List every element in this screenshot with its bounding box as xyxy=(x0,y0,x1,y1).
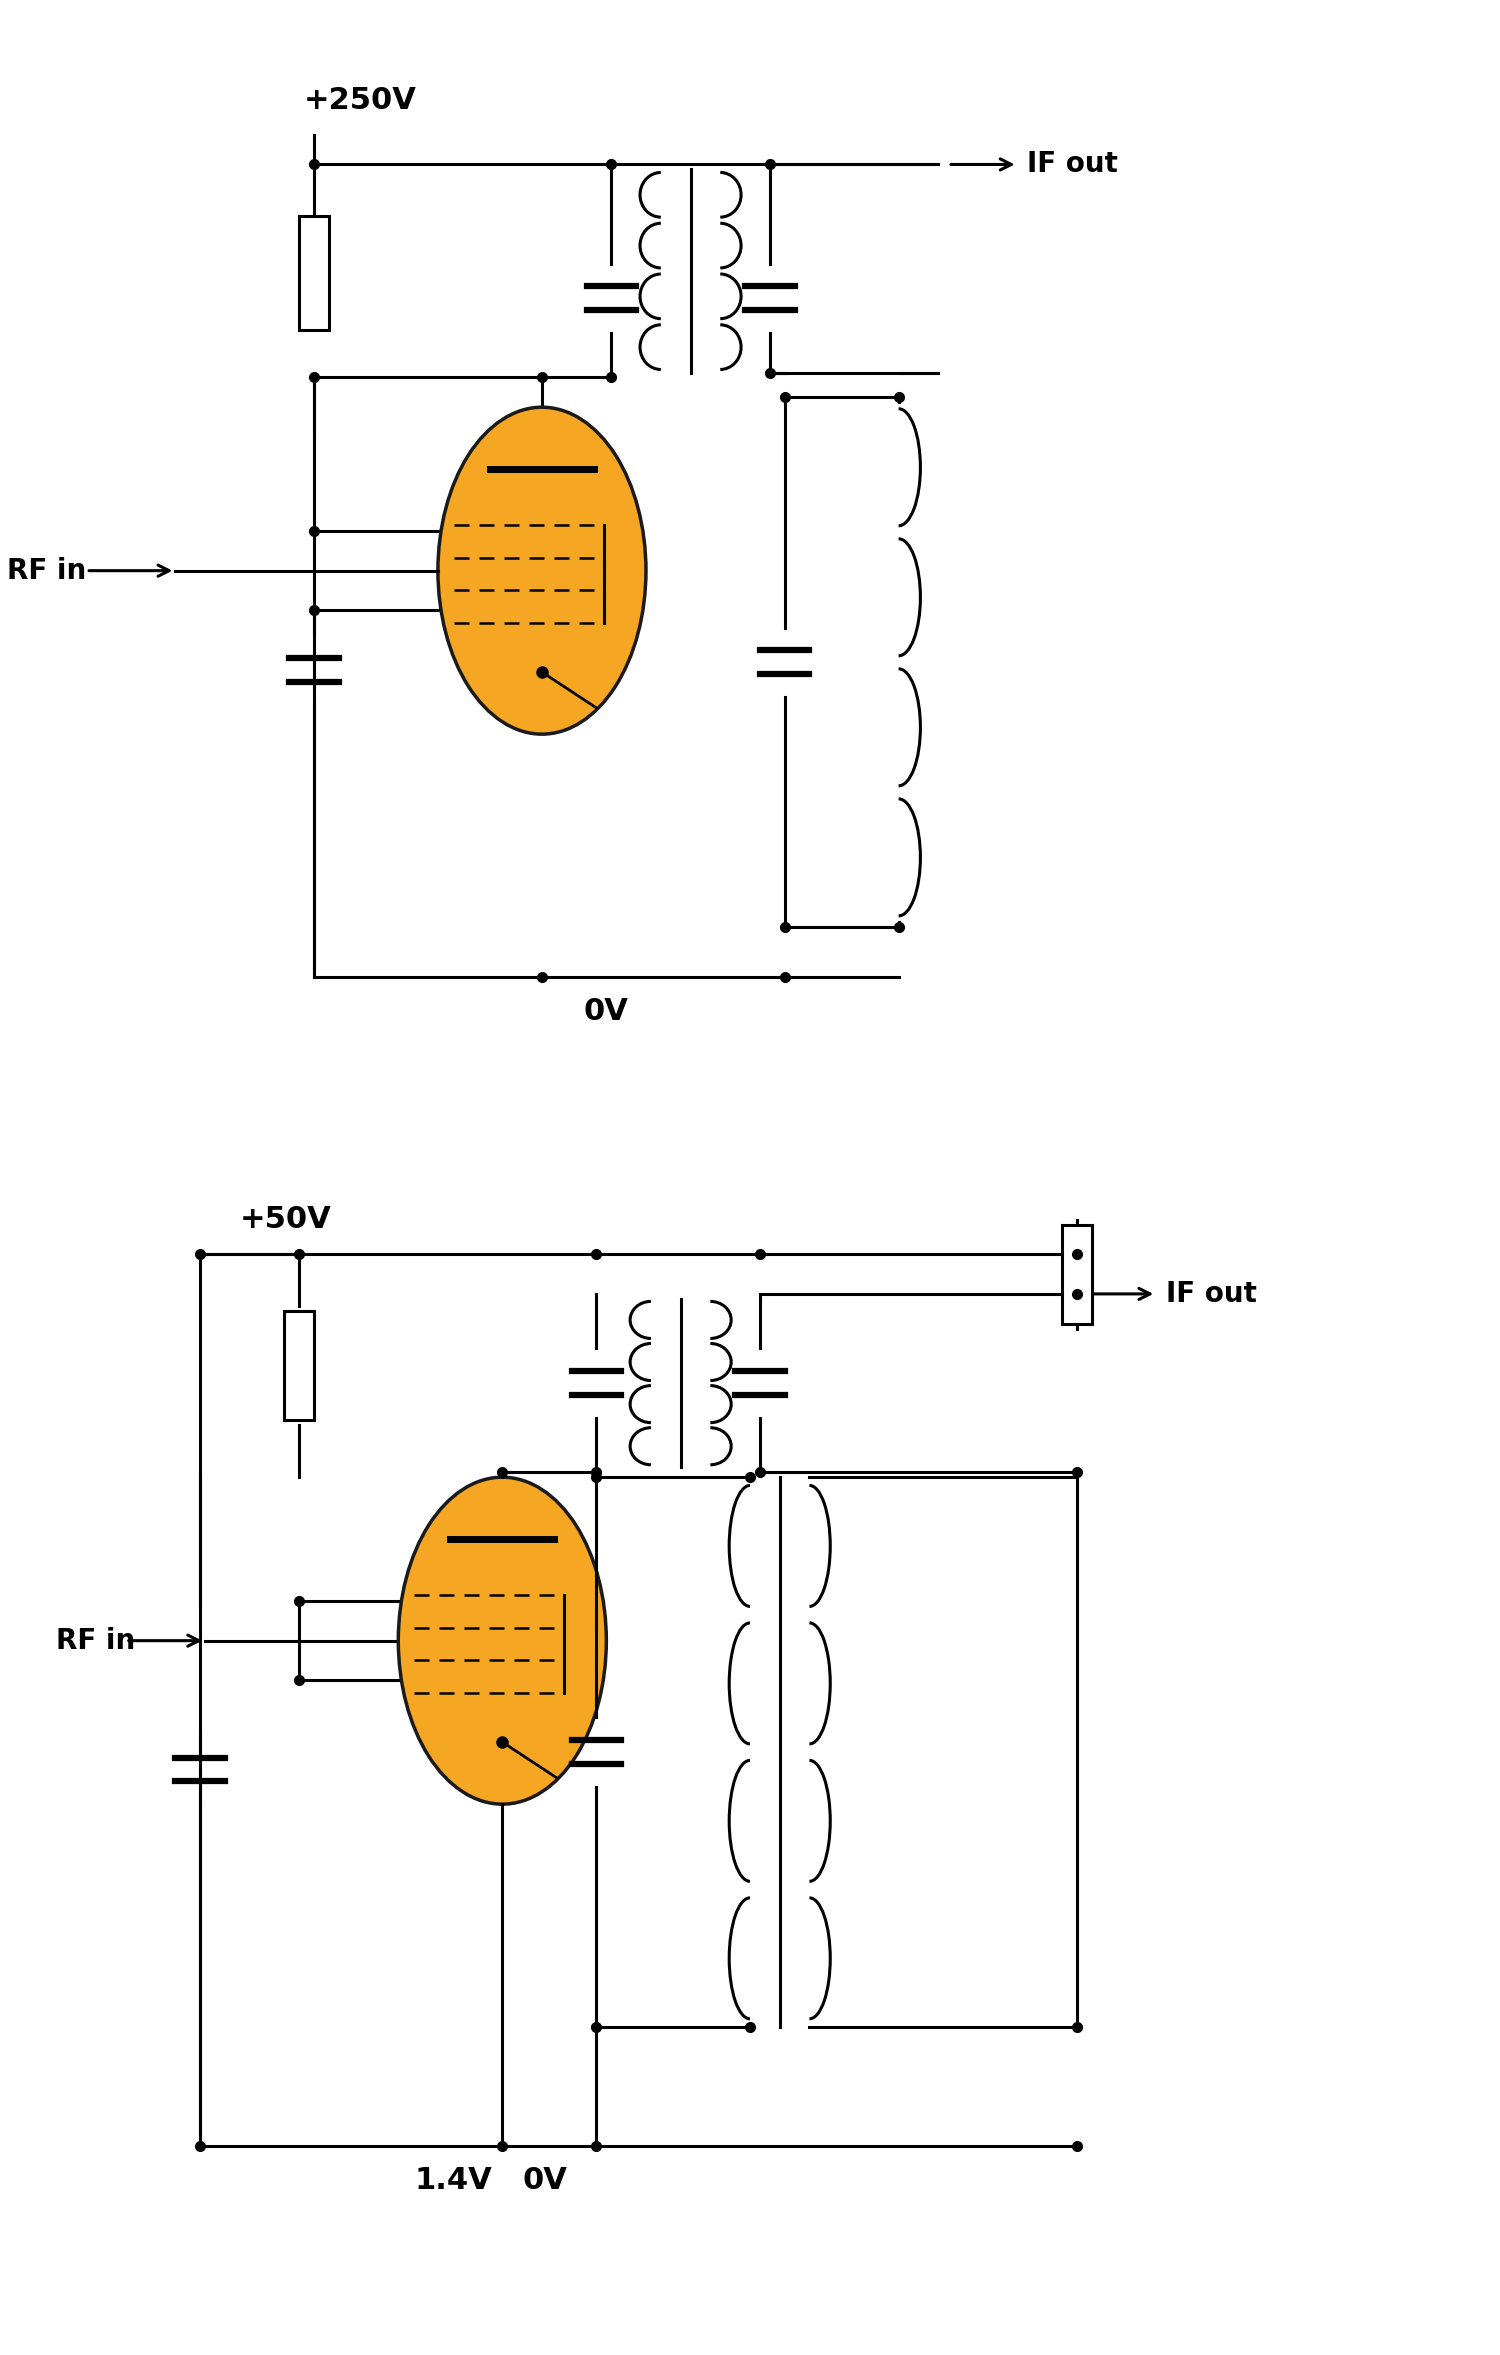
Text: IF out: IF out xyxy=(1028,151,1119,179)
Text: RF in: RF in xyxy=(57,1627,135,1656)
Bar xyxy=(285,1312,314,1420)
Bar xyxy=(1062,1225,1092,1324)
Text: IF out: IF out xyxy=(1166,1279,1257,1307)
Text: RF in: RF in xyxy=(8,556,86,584)
Ellipse shape xyxy=(438,407,646,735)
Text: +50V: +50V xyxy=(240,1206,332,1234)
Bar xyxy=(298,217,328,330)
Text: 0V: 0V xyxy=(522,2167,567,2195)
Text: +250V: +250V xyxy=(304,85,417,115)
Ellipse shape xyxy=(399,1477,606,1804)
Text: 1.4V: 1.4V xyxy=(414,2167,492,2195)
Text: 0V: 0V xyxy=(584,996,628,1027)
